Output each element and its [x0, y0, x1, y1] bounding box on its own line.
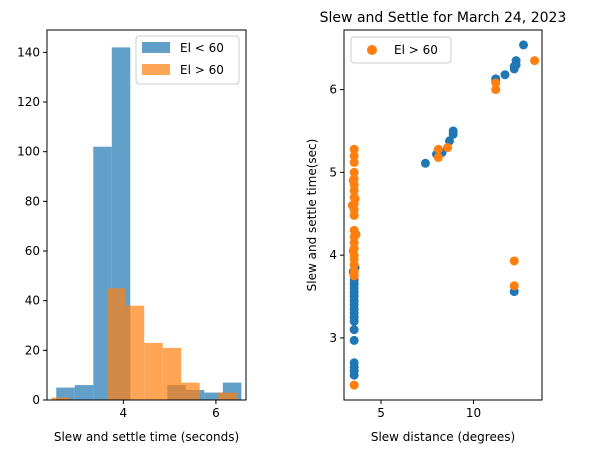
point-el-gt-60-26: [433, 152, 443, 162]
y-tick-label: 60: [25, 244, 40, 258]
point-el-gt-60-1: [349, 151, 359, 161]
point-el-lt-60-20: [420, 158, 430, 168]
y-tick-label: 20: [25, 343, 40, 357]
legend-label-el-gt-60: El > 60: [180, 63, 224, 77]
point-el-gt-60-3: [349, 167, 359, 177]
bar-el-gt-60-0: [51, 397, 71, 400]
point-el-gt-60-22: [347, 200, 357, 210]
y-tick-label: 5: [329, 165, 337, 179]
histogram-bars: [51, 47, 242, 401]
point-el-gt-60-30: [491, 78, 501, 88]
bar-el-lt-60-0: [56, 387, 75, 400]
point-el-lt-60-32: [511, 56, 521, 66]
x-tick-label: 6: [212, 406, 220, 420]
point-el-gt-60-32: [509, 256, 519, 266]
point-el-gt-60-24: [348, 246, 358, 256]
y-tick-label: 120: [17, 95, 40, 109]
histogram-legend: El < 60 El > 60: [135, 35, 240, 85]
point-el-gt-60-27: [433, 144, 443, 154]
point-el-lt-60-11: [349, 316, 359, 326]
x-tick-label: 4: [120, 406, 128, 420]
bar-el-gt-60-1: [107, 288, 126, 400]
y-tick-label: 140: [17, 45, 40, 59]
histogram-x-axis-label: Slew and settle time (seconds): [54, 430, 239, 444]
histogram-axes-frame: [46, 29, 247, 401]
point-el-gt-60-20: [348, 176, 358, 186]
scatter-panel: Slew and Settle for March 24, 2023 5 10 3…: [305, 10, 566, 444]
bar-el-gt-60-7: [218, 392, 237, 400]
scatter-title: Slew and Settle for March 24, 2023: [320, 10, 567, 26]
bar-el-lt-60-8: [204, 392, 223, 400]
scatter-y-axis-label: Slew and settle time(sec): [305, 139, 319, 292]
y-tick-label: 0: [32, 393, 40, 407]
bar-el-gt-60-3: [144, 342, 163, 400]
bar-el-lt-60-1: [74, 385, 94, 400]
x-tick-label: 10: [466, 406, 481, 420]
point-el-lt-60-17: [349, 370, 359, 380]
y-tick-label: 40: [25, 294, 40, 308]
point-el-gt-60-6: [349, 186, 359, 196]
scatter-y-ticks: 3 4 5 6: [329, 83, 344, 345]
legend-label-el-lt-60: El < 60: [180, 41, 224, 55]
point-el-gt-60-31: [530, 56, 540, 66]
y-tick-label: 3: [329, 331, 337, 345]
y-tick-label: 6: [329, 83, 337, 97]
legend-swatch-el-lt-60: [142, 42, 170, 53]
y-tick-label: 100: [17, 145, 40, 159]
point-el-gt-60-0: [349, 144, 359, 154]
scatter-legend-label-el-gt-60: El > 60: [394, 43, 438, 57]
y-tick-label: 4: [329, 248, 337, 262]
point-el-lt-60-25: [448, 126, 458, 136]
scatter-axes-frame: [343, 29, 543, 401]
point-el-gt-60-10: [349, 210, 359, 220]
x-tick-label: 5: [377, 406, 385, 420]
legend-marker-el-gt-60: [367, 45, 377, 55]
point-el-lt-60-12: [349, 325, 359, 335]
scatter-x-axis-label: Slew distance (degrees): [371, 430, 515, 444]
point-el-gt-60-19: [349, 271, 359, 281]
y-tick-label: 80: [25, 194, 40, 208]
point-el-gt-60-25: [349, 380, 359, 390]
point-el-gt-60-17: [349, 260, 359, 270]
point-el-lt-60-33: [518, 40, 528, 50]
point-el-gt-60-33: [509, 281, 519, 291]
scatter-legend: El > 60: [350, 36, 452, 64]
point-el-gt-60-29: [491, 85, 501, 95]
point-el-lt-60-28: [500, 70, 510, 80]
scatter-legend-box: [350, 36, 452, 64]
bar-el-gt-60-4: [162, 347, 182, 400]
bar-el-gt-60-5: [181, 382, 200, 400]
scatter-x-ticks: 5 10: [377, 400, 481, 420]
bar-el-gt-60-2: [125, 305, 145, 400]
point-el-gt-60-2: [349, 157, 359, 167]
scatter-points: [347, 40, 540, 390]
legend-swatch-el-gt-60: [142, 64, 170, 75]
histogram-y-ticks: 0 20 40 60 80 100 120 140: [17, 45, 47, 407]
point-el-gt-60-28: [443, 143, 453, 153]
point-el-lt-60-13: [349, 335, 359, 345]
point-el-gt-60-23: [351, 229, 361, 239]
